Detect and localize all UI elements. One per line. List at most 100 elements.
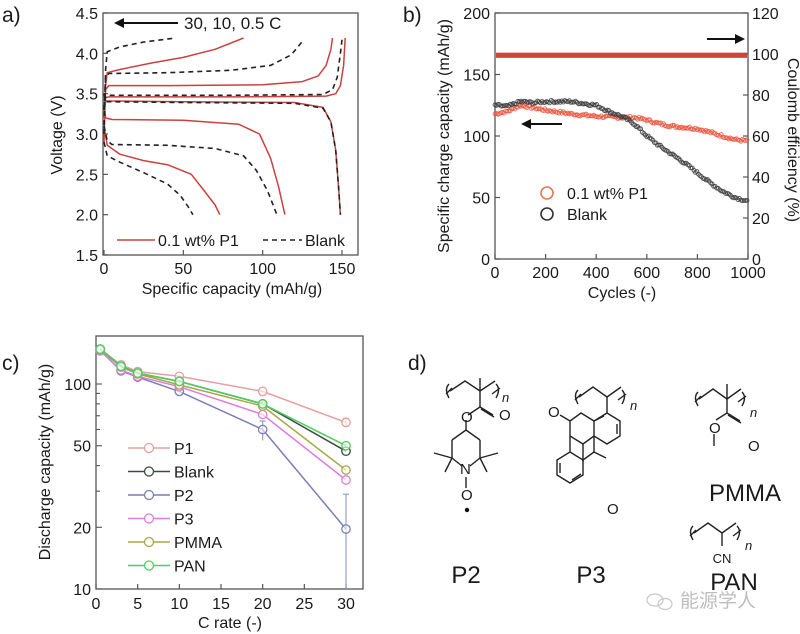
- series-0-1-wt-p1: [492, 102, 750, 144]
- y2-tick-label-b: 40: [752, 170, 770, 187]
- panel-c: c) 0 5 10 15 20 25 30 10 20 50 100 P1 Blank P2 P3 PMMA…: [2, 335, 364, 632]
- y-tick-label-a: 4.5: [76, 6, 98, 23]
- curve-0-1-wt-p1-discharge-0.5c: [103, 93, 342, 215]
- curve-0-1-wt-p1-discharge-10c: [103, 101, 286, 215]
- y2-tick-label-b: 60: [752, 129, 770, 146]
- y2-tick-label-b: 120: [752, 6, 779, 23]
- y2-tick-label-b: 20: [752, 211, 770, 228]
- marker-pan: [132, 368, 143, 378]
- panel-d: d) O O N O n P2: [408, 352, 781, 596]
- marker-p2: [257, 424, 268, 435]
- legend-label-p3: P3: [174, 512, 194, 529]
- label-p2: P2: [451, 562, 480, 589]
- marker-p1: [341, 417, 351, 428]
- marker-p3: [257, 409, 268, 420]
- marker-p2: [341, 524, 351, 534]
- x-tick-label-b: 800: [684, 265, 711, 282]
- marker-p3: [341, 475, 351, 485]
- line-pan: [99, 348, 347, 447]
- rate-arrow-head-icon: [114, 18, 124, 28]
- p2-nitrogen: N: [460, 461, 471, 478]
- y2-axis-title-b: Coulomb efficiency (%): [784, 58, 800, 222]
- y-tick-label-a: 1.5: [76, 248, 98, 265]
- axis-ticks-b: 0 200 400 600 800 100005010015020002040608010…: [463, 6, 779, 282]
- panel-a: a) 0 50 100 150 1.5 2.0 2.5 3.0 3.5 4.0 4.5 30, 10…: [2, 4, 359, 298]
- legend-marker-p1: [540, 186, 554, 200]
- y-axis-title-a: Voltage (V): [49, 95, 66, 174]
- pan-nitrile: CN: [713, 551, 732, 566]
- structure-p3: O O n P3: [548, 386, 637, 589]
- label-p3: P3: [576, 562, 605, 589]
- marker-p1: [257, 386, 268, 397]
- legend-label-blank: Blank: [174, 465, 215, 482]
- x-tick-label-a: 50: [174, 261, 192, 278]
- structure-pmma: O O n PMMA: [694, 384, 781, 507]
- data-point: [591, 102, 597, 108]
- marker-pan: [257, 399, 268, 409]
- curve-blank-charge-0.5c: [103, 39, 343, 110]
- y-tick-label-b: 200: [463, 6, 490, 23]
- y-tick-label-a: 4.0: [76, 46, 98, 63]
- p2-oxygen: O: [461, 487, 473, 504]
- legend-label-pan: PAN: [174, 559, 206, 576]
- data-point: [744, 198, 750, 203]
- pan-subscript-n: n: [745, 538, 752, 553]
- curve-blank-charge-10c: [103, 39, 305, 110]
- axis-ticks-c: 0 5 10 15 20 25 30 10 20 50 100: [64, 377, 355, 613]
- y-tick-label-b: 50: [472, 191, 490, 208]
- legend-label-p1: P1: [174, 441, 194, 458]
- x-tick-label-c: 15: [212, 596, 230, 613]
- x-tick-label-c: 10: [170, 596, 188, 613]
- marker-pan: [341, 440, 351, 451]
- x-tick-label-b: 600: [633, 265, 660, 282]
- y2-tick-label-b: 0: [752, 252, 761, 269]
- curve-0-1-wt-p1-discharge-30c: [103, 125, 221, 216]
- series-p3: [95, 346, 351, 485]
- y-tick-label-c: 50: [73, 439, 91, 456]
- x-tick-label-b: 1000: [730, 265, 766, 282]
- series-group-c: [95, 344, 351, 589]
- x-tick-label-b: 400: [583, 265, 610, 282]
- left-arrow-icon: [521, 119, 531, 129]
- panel-label-a: a): [2, 4, 21, 27]
- radical-dot-icon: [464, 507, 470, 513]
- ce-band-blank-ce: [496, 52, 747, 58]
- series-group-a: [103, 37, 346, 216]
- panel-label-b: b): [403, 4, 422, 27]
- x-tick-label-a: 0: [100, 261, 109, 278]
- data-point: [586, 113, 592, 119]
- axis-ticks-a: 0 50 100 150 1.5 2.0 2.5 3.0 3.5 4.0 4.5: [76, 6, 356, 278]
- marker-pmma: [341, 465, 351, 475]
- legend-marker-blank: [143, 466, 155, 477]
- y2-tick-label-b: 100: [752, 47, 779, 64]
- right-arrow-icon: [735, 34, 745, 44]
- wechat-logo-icon: [646, 593, 664, 607]
- data-point: [730, 137, 736, 142]
- legend-marker-pmma: [143, 536, 155, 548]
- y-tick-label-b: 100: [463, 129, 490, 146]
- curve-blank-discharge-30c: [103, 141, 194, 216]
- legend-label-pmma: PMMA: [174, 535, 222, 552]
- legend-label-b-blank: Blank: [567, 207, 608, 224]
- pmma-subscript-n: n: [750, 405, 757, 420]
- series-group-b: [492, 52, 750, 204]
- curve-blank-discharge-0.5c: [103, 93, 342, 215]
- p3-oxygen-1: O: [548, 404, 560, 421]
- series-pan: [95, 344, 351, 451]
- y-axis-title-c: Discharge capacity (mAh/g): [37, 364, 54, 561]
- x-tick-label-c: 20: [254, 596, 272, 613]
- x-axis-title-b: Cycles (-): [588, 285, 656, 302]
- marker-pan: [95, 344, 106, 354]
- y-tick-label-c: 20: [73, 520, 91, 537]
- x-axis-title-a: Specific capacity (mAh/g): [142, 281, 323, 298]
- plot-frame-a: [102, 12, 359, 256]
- curve-0-1-wt-p1-charge-30c: [103, 37, 244, 143]
- line-blank: [99, 348, 347, 452]
- series-p1: [95, 344, 351, 428]
- legend-marker-pan: [143, 560, 155, 571]
- data-point: [576, 101, 581, 107]
- rate-annotation: 30, 10, 0.5 C: [184, 14, 281, 33]
- legend-label-b-p1: 0.1 wt% P1: [567, 186, 648, 203]
- x-tick-label-a: 150: [329, 261, 356, 278]
